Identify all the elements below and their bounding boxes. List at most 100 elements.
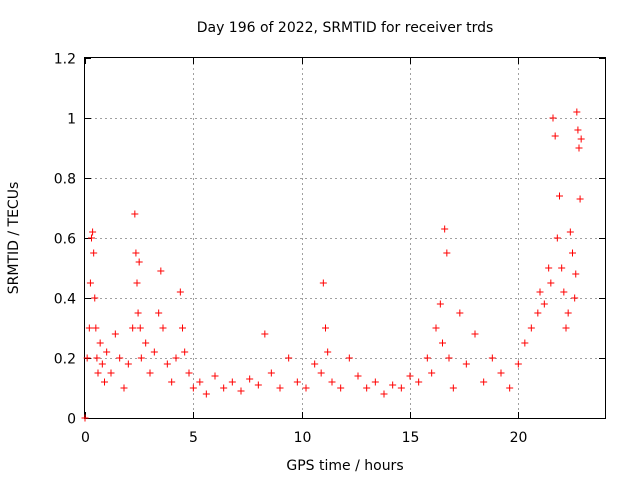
data-point — [436, 300, 444, 308]
data-point — [157, 267, 165, 275]
data-point — [211, 372, 219, 380]
data-point — [131, 210, 139, 218]
data-point — [462, 360, 470, 368]
data-point — [428, 369, 436, 377]
data-point — [317, 369, 325, 377]
data-point — [553, 234, 561, 242]
data-point — [432, 324, 440, 332]
data-point — [172, 354, 180, 362]
data-point — [575, 144, 583, 152]
data-point — [94, 369, 102, 377]
data-point — [302, 384, 310, 392]
y-tick-label: 0 — [67, 412, 76, 428]
data-point — [324, 348, 332, 356]
data-point — [179, 324, 186, 332]
data-point — [116, 354, 124, 362]
y-tick-label: 0.8 — [54, 172, 76, 188]
data-point — [111, 330, 119, 338]
data-point — [246, 375, 254, 383]
y-tick-label: 1 — [67, 112, 76, 128]
data-point — [202, 390, 210, 398]
axis-ticks: 0 0.2 0.4 0.6 0.8 1 1.2 0 5 10 15 20 — [54, 52, 605, 446]
data-point — [406, 372, 414, 380]
data-point — [311, 360, 319, 368]
y-axis-label: SRMTID / TECUs — [6, 182, 22, 295]
data-point — [571, 294, 579, 302]
data-point — [549, 114, 557, 122]
data-point — [480, 378, 488, 386]
data-point — [254, 381, 262, 389]
x-tick-label: 5 — [189, 430, 198, 446]
data-point — [155, 309, 163, 317]
data-point — [527, 324, 535, 332]
data-point — [163, 360, 171, 368]
data-point — [569, 249, 576, 257]
data-point — [521, 339, 529, 347]
data-point — [81, 414, 89, 422]
data-point — [96, 339, 104, 347]
data-point — [92, 324, 100, 332]
data-point — [441, 225, 449, 233]
data-point — [445, 354, 453, 362]
data-point — [159, 324, 167, 332]
y-tick-label: 0.2 — [54, 352, 76, 368]
data-point — [345, 354, 353, 362]
data-point — [293, 378, 301, 386]
data-point — [319, 279, 327, 287]
data-point — [371, 378, 379, 386]
data-point — [276, 384, 284, 392]
data-point — [562, 324, 570, 332]
data-point — [90, 249, 98, 257]
data-point — [181, 348, 189, 356]
data-point — [540, 300, 548, 308]
data-point — [560, 288, 568, 296]
data-point — [564, 309, 572, 317]
data-point — [135, 258, 143, 266]
data-point — [556, 192, 563, 200]
data-point — [129, 324, 137, 332]
data-point — [443, 249, 451, 257]
data-point — [322, 324, 329, 332]
data-point — [389, 381, 397, 389]
data-point — [337, 384, 345, 392]
data-point — [86, 279, 94, 287]
data-point — [185, 369, 193, 377]
data-point — [577, 135, 585, 143]
data-point — [267, 369, 275, 377]
data-point — [196, 378, 204, 386]
data-point — [150, 348, 158, 356]
data-point — [471, 330, 479, 338]
data-point — [566, 228, 574, 236]
data-point — [497, 369, 505, 377]
data-point — [285, 354, 293, 362]
data-point — [545, 264, 553, 272]
data-point — [107, 369, 115, 377]
data-point — [488, 354, 496, 362]
data-point — [415, 378, 423, 386]
data-point — [328, 378, 336, 386]
x-axis-label: GPS time / hours — [286, 458, 403, 474]
data-point — [88, 234, 95, 242]
data-point — [423, 354, 431, 362]
data-point — [573, 108, 581, 116]
data-point — [101, 378, 108, 386]
data-point — [572, 270, 580, 278]
data-point — [558, 264, 566, 272]
grid-lines — [85, 58, 605, 418]
data-point — [168, 378, 176, 386]
data-point — [380, 390, 388, 398]
data-point — [547, 279, 555, 287]
data-point — [93, 354, 101, 362]
data-point — [397, 384, 405, 392]
data-point — [363, 384, 371, 392]
y-tick-label: 1.2 — [54, 52, 76, 68]
data-point — [120, 384, 128, 392]
data-point — [449, 384, 457, 392]
x-tick-label: 10 — [294, 430, 312, 446]
data-point — [536, 288, 544, 296]
data-point — [576, 195, 584, 203]
data-point — [142, 339, 150, 347]
data-point — [91, 294, 99, 302]
